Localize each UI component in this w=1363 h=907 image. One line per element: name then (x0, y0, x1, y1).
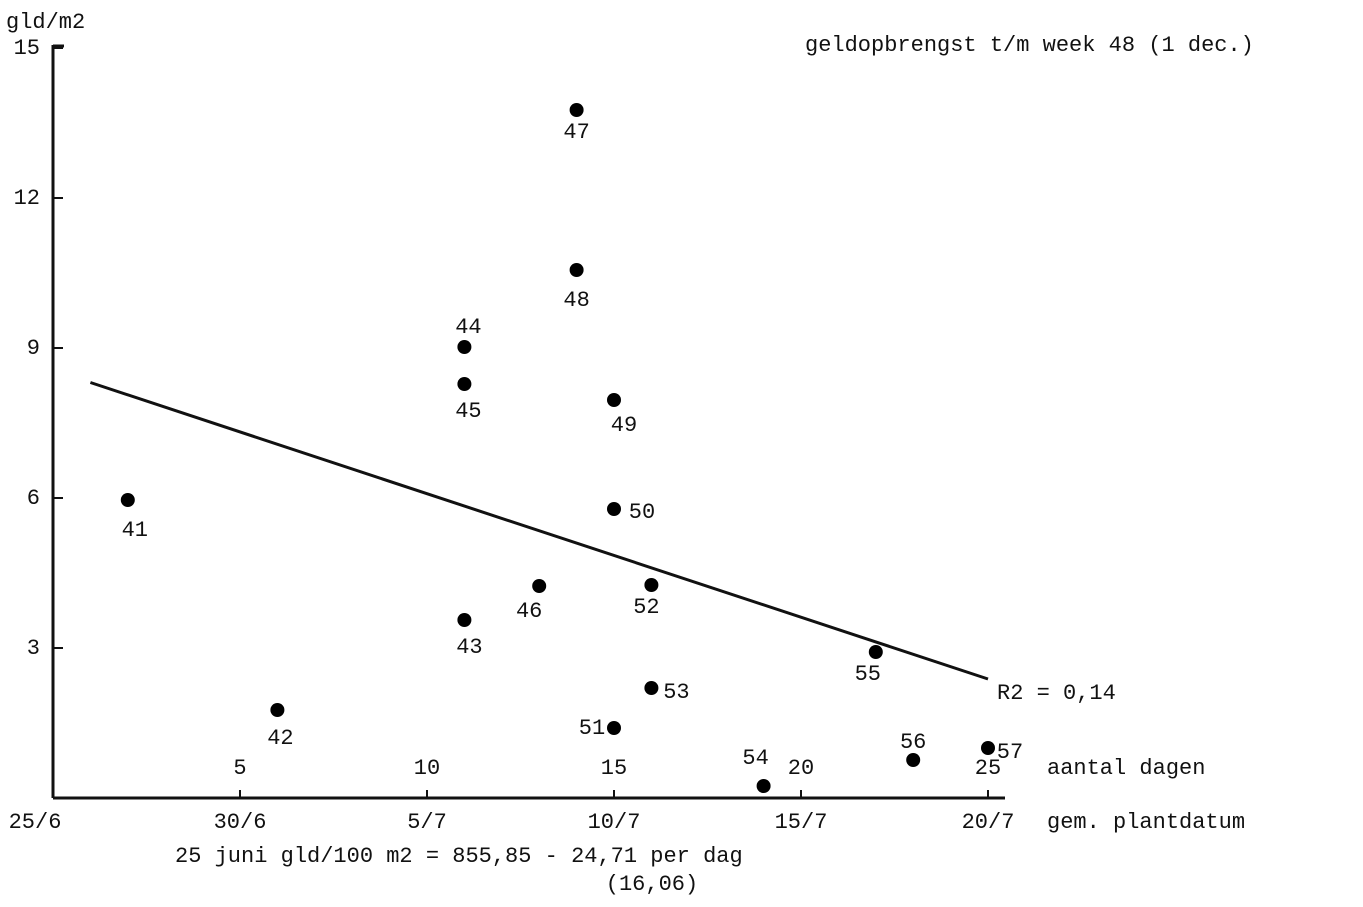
point-label: 54 (742, 746, 768, 771)
x-tick-label: 10 (414, 756, 440, 781)
point-label: 41 (122, 518, 148, 543)
point-label: 44 (455, 315, 481, 340)
point-label: 46 (516, 599, 542, 624)
x-tick-label: 5/7 (407, 810, 447, 835)
point-label: 56 (900, 730, 926, 755)
point (644, 681, 659, 695)
fit-line (89, 381, 989, 681)
point (457, 340, 472, 354)
y-axis-label: gld/m2 (6, 10, 85, 35)
annotation: (16,06) (606, 872, 698, 897)
point-label: 42 (267, 726, 293, 751)
annotation: 25 juni gld/100 m2 = 855,85 - 24,71 per … (175, 844, 743, 869)
x-tick-label: 30/6 (214, 810, 267, 835)
point-label: 50 (629, 500, 655, 525)
point-label: 57 (997, 740, 1023, 765)
point (607, 502, 621, 516)
point-label: 43 (456, 635, 482, 660)
point (569, 263, 584, 277)
annotation: R2 = 0,14 (997, 681, 1116, 706)
point (868, 645, 883, 659)
x-tick-label: 5 (233, 756, 246, 781)
point (756, 779, 771, 793)
x-axis-label: gem. plantdatum (1047, 810, 1245, 835)
point (644, 578, 659, 592)
point-label: 49 (611, 413, 637, 438)
y-tick-label: 15 (14, 36, 40, 61)
point (906, 753, 921, 767)
x-tick-label: 10/7 (588, 810, 641, 835)
point (569, 103, 584, 117)
y-tick-label: 3 (27, 636, 40, 661)
point (981, 741, 995, 755)
point (120, 493, 135, 507)
x-tick-label: 15/7 (775, 810, 828, 835)
x-tick-label: 20/7 (962, 810, 1015, 835)
point (532, 579, 547, 593)
y-tick-label: 9 (27, 336, 40, 361)
x-tick-label: 20 (788, 756, 814, 781)
point-label: 45 (455, 399, 481, 424)
point (457, 613, 472, 627)
point (457, 377, 472, 391)
point-label: 48 (563, 288, 589, 313)
y-tick-label: 12 (14, 186, 40, 211)
x-tick-label: 25/6 (9, 810, 62, 835)
chart-title: geldopbrengst t/m week 48 (1 dec.) (805, 33, 1254, 58)
x-axis-label: aantal dagen (1047, 756, 1205, 781)
point-label: 47 (563, 120, 589, 145)
x-tick-label: 25 (975, 756, 1001, 781)
point-label: 51 (579, 716, 605, 741)
point-label: 52 (633, 595, 659, 620)
y-tick-label: 6 (27, 486, 40, 511)
point-label: 53 (663, 680, 689, 705)
point (607, 393, 621, 407)
point (270, 703, 285, 717)
point-label: 55 (855, 662, 881, 687)
x-tick-label: 15 (601, 756, 627, 781)
point (607, 721, 621, 735)
